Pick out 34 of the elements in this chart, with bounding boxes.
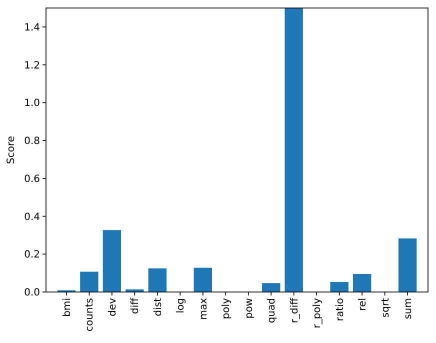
y-tick-label: 1.0 (24, 98, 40, 110)
y-tick-label: 0.4 (24, 212, 40, 223)
bar (284, 8, 303, 292)
x-tick-label: quad (266, 298, 278, 324)
x-tick-label: pow (244, 298, 255, 319)
x-tick-label: dist (152, 298, 164, 316)
bar (194, 268, 212, 292)
x-tick-label: r_poly (312, 298, 324, 328)
x-tick-label: dev (107, 298, 118, 316)
bar (102, 230, 122, 292)
x-tick-label: rel (358, 298, 369, 311)
x-tick-label: poly (221, 298, 232, 320)
x-tick-label: r_diff (289, 296, 300, 324)
y-axis-title: Score (6, 136, 17, 164)
x-tick-label: log (176, 298, 187, 314)
bar (80, 272, 98, 292)
y-tick-label: 1.2 (24, 60, 40, 72)
x-tick-label: max (198, 298, 210, 320)
y-tick-label: 1.4 (24, 22, 40, 34)
x-tick-label: bmi (62, 298, 73, 317)
x-tick-label: counts (84, 298, 96, 332)
bar (148, 268, 167, 292)
x-tick-label: diff (130, 296, 142, 314)
x-tick-label: sqrt (380, 298, 392, 318)
y-tick-label: 0.8 (24, 136, 40, 148)
bar (330, 282, 348, 292)
y-tick-label: 0.6 (24, 174, 40, 185)
bar (352, 274, 372, 292)
y-tick-label: 0.0 (24, 288, 40, 298)
bar (398, 238, 417, 292)
y-tick-label: 0.2 (24, 250, 40, 261)
x-tick-label: ratio (334, 298, 346, 322)
x-tick-label: sum (403, 298, 414, 320)
bar (262, 283, 280, 292)
